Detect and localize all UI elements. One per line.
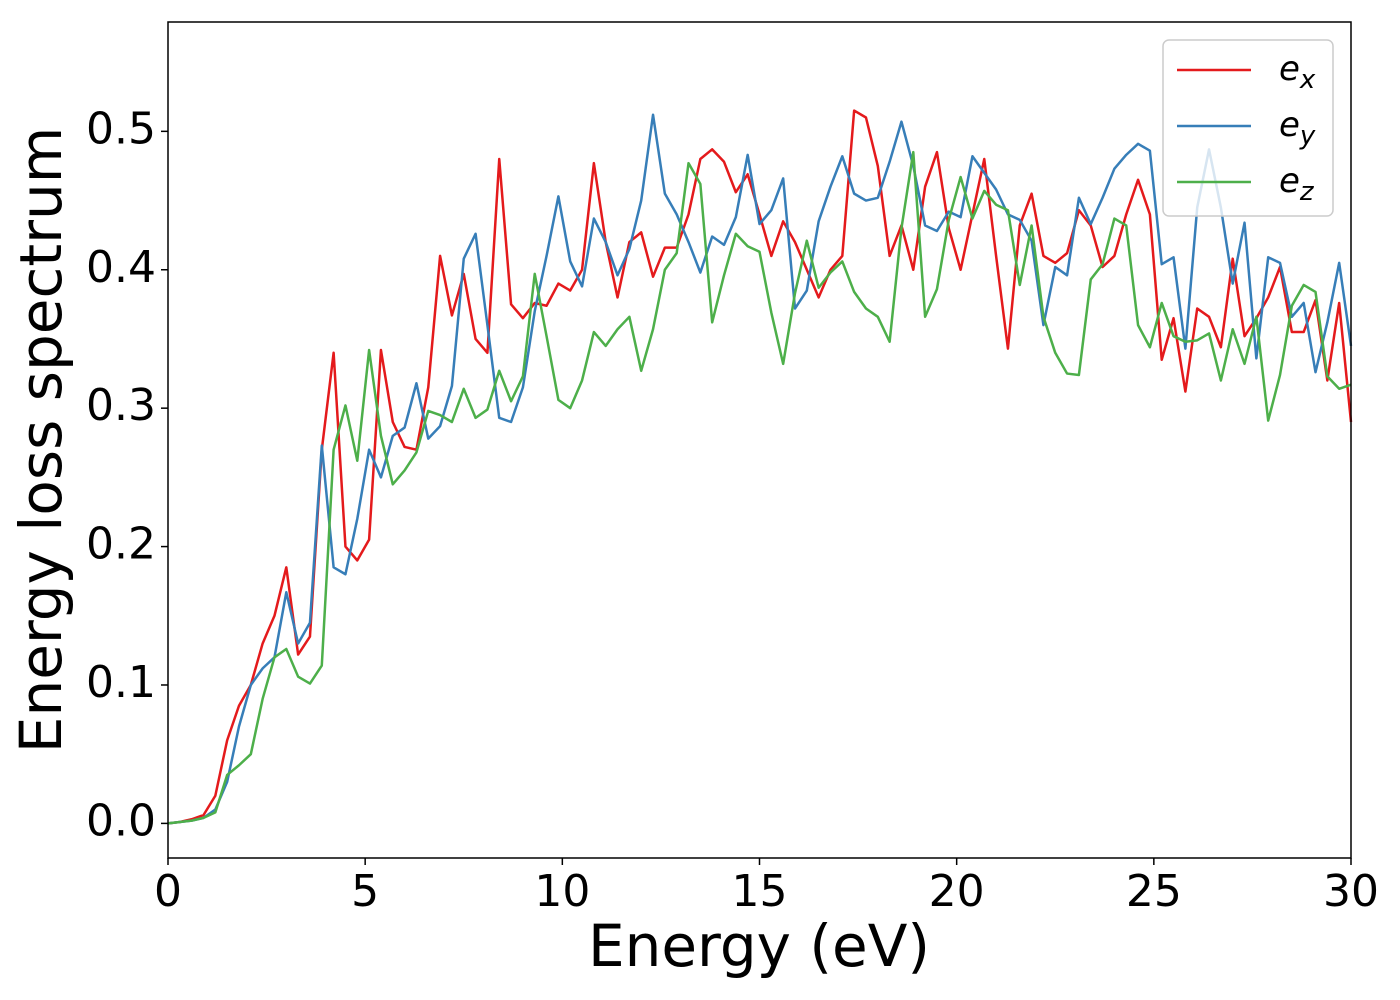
- legend-label: ez: [1279, 161, 1315, 207]
- y-tick-label: 0.3: [86, 380, 156, 431]
- y-tick-label: 0.0: [86, 795, 156, 846]
- x-tick-label: 0: [154, 866, 182, 917]
- legend-label: ey: [1279, 105, 1316, 151]
- x-tick-label: 30: [1323, 866, 1379, 917]
- y-tick-label: 0.2: [86, 519, 156, 570]
- y-tick-label: 0.5: [86, 103, 156, 154]
- legend-box: [1162, 39, 1334, 217]
- legend-label: ex: [1279, 49, 1316, 95]
- y-axis-label: Energy loss spectrum: [7, 127, 75, 753]
- plot-frame: [167, 21, 1352, 859]
- line-series: [167, 113, 1353, 825]
- y-tick-label: 0.1: [86, 657, 156, 708]
- line-series: [167, 150, 1352, 825]
- x-axis-label: Energy (eV): [588, 912, 930, 980]
- x-tick-label: 15: [732, 866, 788, 917]
- x-tick-label: 10: [534, 866, 590, 917]
- line-series: [167, 109, 1353, 825]
- x-tick-label: 25: [1126, 866, 1182, 917]
- y-tick-label: 0.4: [86, 242, 156, 293]
- x-tick-label: 5: [351, 866, 379, 917]
- x-tick-label: 20: [929, 866, 985, 917]
